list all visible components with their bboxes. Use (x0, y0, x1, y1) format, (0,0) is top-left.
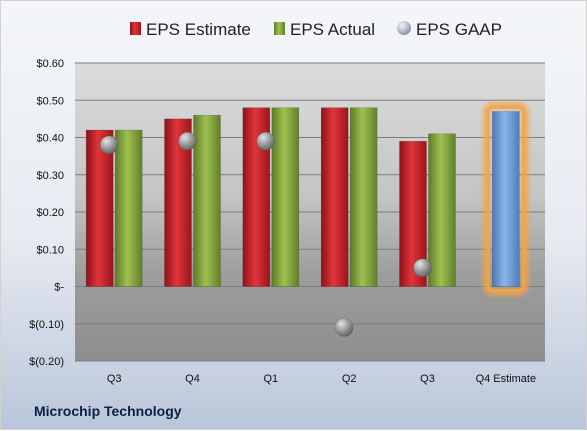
bar-highlight-ring (486, 105, 525, 292)
bar-eps-actual (428, 133, 456, 287)
legend-marker-gaap (397, 21, 411, 35)
y-axis-tick-labels: $0.60 $0.50 $0.40 $0.30 $0.20 $0.10 $- $(0.10) $… (29, 58, 64, 368)
marker-eps-gaap (178, 131, 197, 151)
legend-label-estimate: EPS Estimate (146, 20, 251, 39)
y-tick-label: $0.30 (36, 170, 64, 182)
y-tick-label: $0.50 (36, 95, 64, 107)
legend-swatch-actual (274, 22, 285, 35)
legend-swatch-estimate (130, 22, 141, 35)
bar-eps-estimate (320, 107, 349, 287)
bar-eps-actual (349, 107, 378, 287)
bar-highlight-glow (483, 102, 529, 296)
bar-eps-actual (271, 107, 300, 287)
bar-eps-actual (114, 129, 143, 287)
y-tick-label: $- (54, 282, 64, 294)
y-tick-label: $(0.10) (29, 319, 64, 331)
gaap-markers (99, 131, 432, 337)
legend-label-gaap: EPS GAAP (416, 20, 502, 39)
y-tick-label: $(0.20) (29, 356, 64, 368)
y-tick-label: $0.40 (36, 133, 64, 145)
x-axis-category-labels: Q3 Q4 Q1 Q2 Q3 Q4 Estimate (107, 373, 536, 385)
y-tick-label: $0.10 (36, 244, 64, 256)
y-tick-label: $0.20 (36, 207, 64, 219)
legend-label-actual: EPS Actual (290, 20, 375, 39)
marker-eps-gaap (413, 258, 432, 278)
marker-eps-gaap (256, 131, 276, 151)
y-tick-label: $0.60 (36, 58, 64, 70)
bar-eps-estimate (85, 129, 114, 287)
company-name: Microchip Technology (34, 403, 182, 419)
x-category-label: Q4 Estimate (476, 373, 537, 385)
x-category-label: Q4 (185, 373, 200, 385)
bar-eps-actual (193, 114, 221, 287)
x-category-label: Q3 (420, 373, 435, 385)
x-category-label: Q2 (342, 373, 357, 385)
x-category-label: Q1 (263, 373, 278, 385)
marker-eps-gaap (334, 318, 354, 337)
gridlines (75, 62, 545, 362)
marker-eps-gaap (99, 135, 119, 155)
x-category-label: Q3 (107, 373, 122, 385)
legend: EPS Estimate EPS Actual EPS GAAP (130, 20, 502, 39)
bar-q4-estimate (492, 111, 520, 287)
